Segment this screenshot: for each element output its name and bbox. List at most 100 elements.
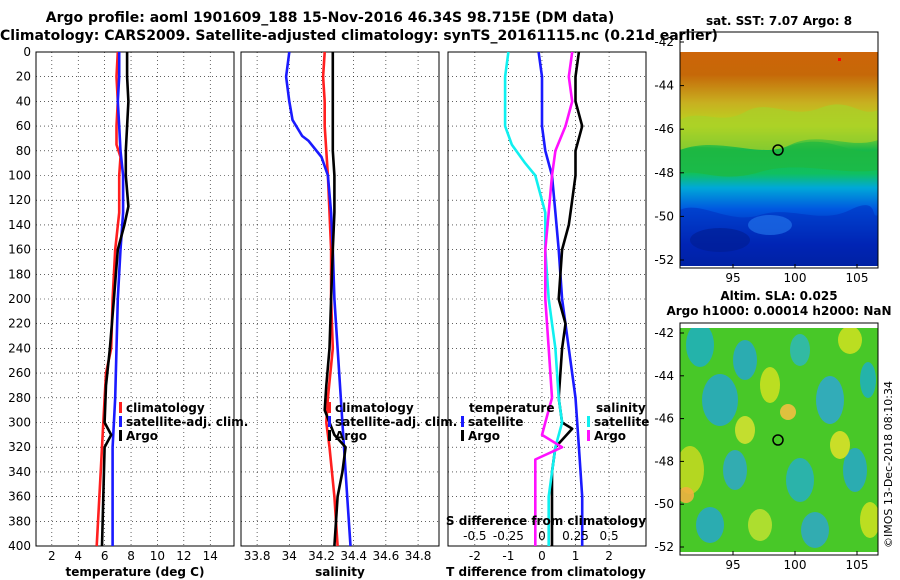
map-ytick-label: -48	[654, 454, 674, 468]
xtick-label: 34.2	[308, 549, 335, 563]
depth-tick-label: 20	[16, 70, 31, 84]
legend-argo-swatch	[119, 430, 122, 441]
salinity-grid	[241, 51, 439, 547]
depth-tick-label: 300	[8, 416, 31, 430]
sla-anomaly-blob	[680, 487, 694, 503]
series-s-argo-line	[533, 51, 574, 546]
temperature-lines	[95, 51, 130, 547]
xtick-label: 33.8	[244, 549, 271, 563]
series-argo-line	[100, 52, 130, 547]
salinity-xticks: 33.8 34 34.2 34.4 34.6 34.8	[244, 549, 432, 563]
temperature-xticks: 2 4 6 8 10 12 14	[48, 549, 218, 563]
sst-map-yticks: -42 -44 -46 -48 -50 -52	[654, 35, 684, 267]
sst-green-band	[680, 141, 878, 177]
legend-climatology-swatch	[328, 402, 331, 413]
legend-satellite-swatch	[328, 416, 331, 427]
sla-anomaly-blob	[801, 512, 829, 548]
sst-map-title: sat. SST: 7.07 Argo: 8	[706, 14, 852, 28]
sla-map-yticks: -42 -44 -46 -48 -50 -52	[654, 326, 684, 554]
sla-anomaly-blob	[748, 509, 772, 541]
salinity-xlabel: salinity	[315, 565, 365, 579]
sla-anomaly-blob	[838, 328, 862, 354]
map-ytick-label: -52	[654, 540, 674, 554]
xtick-label: 14	[203, 549, 218, 563]
xtick-label: 2	[605, 549, 613, 563]
legend-satellite-label: satellite-adj. clim.	[335, 415, 457, 429]
salinity-panel: 33.8 34 34.2 34.4 34.6 34.8 salinity climatol…	[240, 51, 457, 579]
sla-anomaly-blob	[786, 458, 814, 502]
sst-eddy	[748, 215, 792, 235]
legend-t-argo-label: Argo	[468, 429, 500, 443]
argo-position-marker	[772, 434, 784, 446]
sla-anomaly-blob	[760, 367, 780, 403]
sla-anomaly-blob	[860, 502, 878, 538]
legend-t-satellite-label: satellite	[468, 415, 523, 429]
depth-ytick-labels: 0 20 40 60 80 100 120 140 160 180 200 220 240 260 280 3…	[8, 45, 31, 553]
legend-argo-label: Argo	[126, 429, 158, 443]
xtick-label: 1	[572, 549, 580, 563]
sst-eddy	[690, 228, 750, 252]
sla-anomaly-blob	[860, 362, 876, 398]
copyright-credit: ©IMOS 13-Dec-2018 08:10:34	[882, 381, 895, 548]
map-ytick-label: -48	[654, 166, 674, 180]
map-ytick-label: -46	[654, 412, 674, 426]
xtick-label: 2	[48, 549, 56, 563]
depth-tick-label: 340	[8, 465, 31, 479]
temperature-legend: climatology satellite-adj. clim. Argo	[119, 401, 248, 443]
map-xtick-label: 100	[784, 271, 807, 285]
sla-anomaly-blob	[735, 416, 755, 444]
map-ytick-label: -50	[654, 497, 674, 511]
temperature-xlabel: temperature (deg C)	[66, 565, 205, 579]
map-ytick-label: -50	[654, 209, 674, 223]
map-xtick-label: 105	[846, 558, 869, 572]
sla-map-title-line2: Argo h1000: 0.00014 h2000: NaN	[666, 304, 891, 318]
difference-xlabel: T difference from climatology	[446, 565, 646, 579]
map-ytick-label: -42	[654, 326, 674, 340]
difference-top-xlabel: S difference from climatology	[446, 514, 646, 528]
legend-s-satellite-swatch	[587, 416, 590, 427]
depth-tick-label: 360	[8, 490, 31, 504]
difference-legend-right: salinity satellite Argo	[587, 401, 649, 443]
legend-climatology-label: climatology	[335, 401, 414, 415]
legend-satellite-label: satellite-adj. clim.	[126, 415, 248, 429]
map-ytick-label: -44	[654, 79, 674, 93]
sla-anomaly-blob	[733, 340, 757, 380]
sla-anomaly-blob	[686, 328, 714, 367]
xtick-label: 34.4	[340, 549, 367, 563]
difference-legend-left: temperature satellite Argo	[461, 401, 554, 443]
legend-temperature-header: temperature	[469, 401, 554, 415]
series-argo-line	[323, 52, 347, 547]
depth-tick-label: 320	[8, 440, 31, 454]
secondary-xtick-label: -0.25	[493, 529, 524, 543]
sla-anomaly-blob	[816, 376, 844, 424]
difference-grid	[448, 51, 646, 547]
depth-tick-label: 160	[8, 243, 31, 257]
sst-pixel	[838, 58, 841, 61]
xtick-label: 0	[538, 549, 546, 563]
sst-pixel	[800, 40, 803, 43]
map-xtick-label: 95	[725, 558, 740, 572]
depth-tick-label: 280	[8, 391, 31, 405]
legend-t-argo-swatch	[461, 430, 464, 441]
depth-tick-label: 180	[8, 267, 31, 281]
difference-panel: -2 -1 0 1 2 -0.5 -0.25 0 0.25 0.5 S difference f…	[446, 51, 649, 579]
sst-pixel	[688, 46, 692, 50]
difference-xticks: -2 -1 0 1 2	[469, 549, 613, 563]
depth-tick-label: 60	[16, 119, 31, 133]
map-xtick-label: 100	[784, 558, 807, 572]
depth-tick-label: 100	[8, 169, 31, 183]
xtick-label: 4	[74, 549, 82, 563]
xtick-label: 12	[176, 549, 191, 563]
map-xtick-label: 105	[846, 271, 869, 285]
series-satellite-adj-clim-line	[284, 51, 352, 547]
series-t-argo-line	[550, 51, 584, 546]
series-t-satellite-line	[537, 51, 584, 546]
sla-anomaly-blob	[702, 374, 738, 426]
legend-argo-swatch	[328, 430, 331, 441]
map-ytick-label: -44	[654, 369, 674, 383]
xtick-label: 8	[127, 549, 135, 563]
legend-s-satellite-label: satellite	[594, 415, 649, 429]
secondary-xtick-label: 0	[538, 529, 546, 543]
legend-t-satellite-swatch	[461, 416, 464, 427]
